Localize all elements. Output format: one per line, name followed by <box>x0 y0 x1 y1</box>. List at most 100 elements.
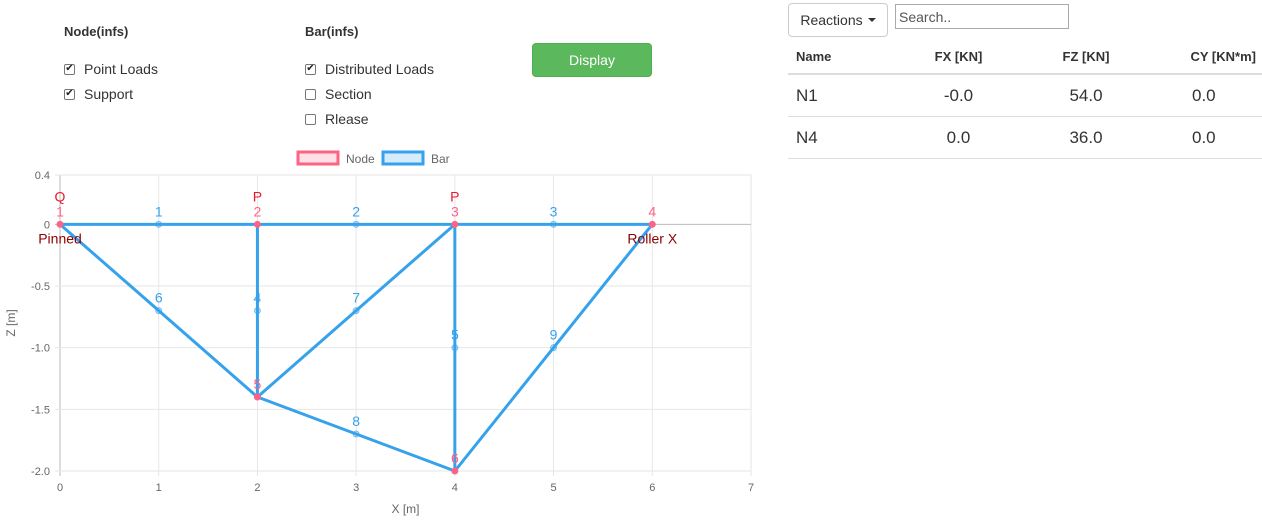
display-button[interactable]: Display <box>532 43 652 77</box>
chart-grid <box>55 174 752 476</box>
node-point <box>648 220 656 228</box>
reactions-dropdown-label: Reactions <box>800 12 863 28</box>
legend-label-node: Node <box>346 152 375 166</box>
bar-midpoint <box>352 307 360 315</box>
cell-name: N1 <box>788 74 906 117</box>
x-axis-label: X [m] <box>391 502 419 516</box>
cell-fx: 0.0 <box>906 116 1011 159</box>
distributed-loads-checkbox-row[interactable]: ✔ Distributed Loads <box>305 61 434 77</box>
reactions-table: Name FX [KN] FZ [KN] CY [KN*m] N1 -0.0 5… <box>788 40 1262 159</box>
legend-label-bar: Bar <box>431 152 450 166</box>
x-tick-label: 4 <box>452 482 458 494</box>
bar-line <box>453 223 654 472</box>
node-point <box>253 393 261 401</box>
node-label: 2 <box>254 203 262 219</box>
release-checkbox[interactable] <box>305 113 316 125</box>
bar-label: 5 <box>451 327 459 343</box>
bar-midpoint <box>155 307 163 315</box>
support-checkbox-row[interactable]: ✔ Support <box>64 86 133 102</box>
y-axis-label: Z [m] <box>4 309 18 336</box>
bar-midpoint <box>253 307 261 315</box>
bar-line <box>256 223 456 399</box>
release-checkbox-row[interactable]: Rlease <box>305 111 369 127</box>
bar-label: 4 <box>254 290 262 306</box>
bar-midpoint <box>550 220 558 228</box>
legend-swatch-node <box>296 150 340 166</box>
support-label: Pinned <box>38 230 82 246</box>
y-tick-label: 0.4 <box>35 170 50 182</box>
bar-midpoint <box>352 430 360 438</box>
bar-midpoint <box>451 344 459 352</box>
cell-name: N4 <box>788 116 906 159</box>
bar-label: 8 <box>352 413 360 429</box>
x-tick-label: 6 <box>649 482 655 494</box>
chart-ticks: 0 1 2 3 4 5 6 70.40-0.5-1.0-1.5-2.0X [m]Z [m] <box>4 170 754 516</box>
bar-line <box>256 395 456 473</box>
chart-legend: Node Bar <box>296 150 450 166</box>
y-tick-label: -2.0 <box>31 466 50 478</box>
point-loads-checkbox-row[interactable]: ✔ Point Loads <box>64 61 158 77</box>
chart-labels: 1 2 3 4 5 6 7 8 9 1 2 3 4 5 6 Q P P Pinned Roller X <box>38 188 678 466</box>
node-point <box>56 220 64 228</box>
x-tick-label: 1 <box>156 482 162 494</box>
section-checkbox[interactable] <box>305 88 316 100</box>
bar-midpoint <box>155 220 163 228</box>
point-load-label: P <box>450 188 459 204</box>
x-tick-label: 0 <box>57 482 63 494</box>
node-point <box>253 220 261 228</box>
node-options-title: Node(infs) <box>64 24 129 39</box>
bar-line <box>59 223 259 399</box>
column-header-cy: CY [KN*m] <box>1161 40 1262 75</box>
cell-fz: 36.0 <box>1011 116 1161 159</box>
y-tick-label: -1.5 <box>31 404 50 416</box>
support-label: Roller X <box>627 230 677 246</box>
node-label: 4 <box>648 203 656 219</box>
y-tick-label: -1.0 <box>31 343 50 355</box>
bar-options-title: Bar(infs) <box>305 24 359 39</box>
section-checkbox-row[interactable]: Section <box>305 86 372 102</box>
bar-label: 1 <box>155 203 163 219</box>
cell-fx: -0.0 <box>906 74 1011 117</box>
node-point <box>451 467 459 475</box>
release-label: Rlease <box>325 111 369 127</box>
chart-nodes <box>56 220 656 475</box>
point-loads-label: Point Loads <box>84 61 158 77</box>
table-row: N4 0.0 36.0 0.0 <box>788 116 1262 159</box>
section-label: Section <box>325 86 372 102</box>
support-checkbox[interactable]: ✔ <box>64 88 75 100</box>
x-tick-label: 3 <box>353 482 359 494</box>
y-tick-label: -0.5 <box>31 281 50 293</box>
bar-label: 2 <box>352 203 360 219</box>
y-tick-label: 0 <box>44 219 50 231</box>
x-tick-label: 5 <box>551 482 557 494</box>
cell-cy: 0.0 <box>1161 74 1262 117</box>
point-load-label: P <box>253 188 262 204</box>
x-tick-label: 2 <box>254 482 260 494</box>
x-tick-label: 7 <box>748 482 754 494</box>
caret-down-icon <box>867 18 876 22</box>
point-load-label: Q <box>55 188 66 204</box>
cell-fz: 54.0 <box>1011 74 1161 117</box>
node-label: 1 <box>56 203 64 219</box>
table-row: N1 -0.0 54.0 0.0 <box>788 74 1262 117</box>
node-label: 5 <box>254 376 262 392</box>
search-input[interactable] <box>895 4 1069 29</box>
column-header-fx: FX [KN] <box>906 40 1011 75</box>
structure-chart: Node Bar 0 1 2 3 4 5 6 70.40-0.5-1.0-1.5-2.0X [m… <box>4 150 754 516</box>
table-header-row: Name FX [KN] FZ [KN] CY [KN*m] <box>788 40 1262 75</box>
bar-midpoint <box>352 220 360 228</box>
cell-cy: 0.0 <box>1161 116 1262 159</box>
bar-label: 7 <box>352 290 360 306</box>
bar-label: 9 <box>550 327 558 343</box>
bar-midpoint <box>550 344 558 352</box>
chart-bars <box>59 220 654 473</box>
reactions-dropdown-button[interactable]: Reactions <box>788 3 888 37</box>
legend-swatch-bar <box>381 150 425 166</box>
bar-label: 3 <box>550 203 558 219</box>
bar-label: 6 <box>155 290 163 306</box>
column-header-name: Name <box>788 40 906 75</box>
distributed-loads-checkbox[interactable]: ✔ <box>305 63 316 75</box>
node-point <box>451 220 459 228</box>
point-loads-checkbox[interactable]: ✔ <box>64 63 75 75</box>
distributed-loads-label: Distributed Loads <box>325 61 434 77</box>
